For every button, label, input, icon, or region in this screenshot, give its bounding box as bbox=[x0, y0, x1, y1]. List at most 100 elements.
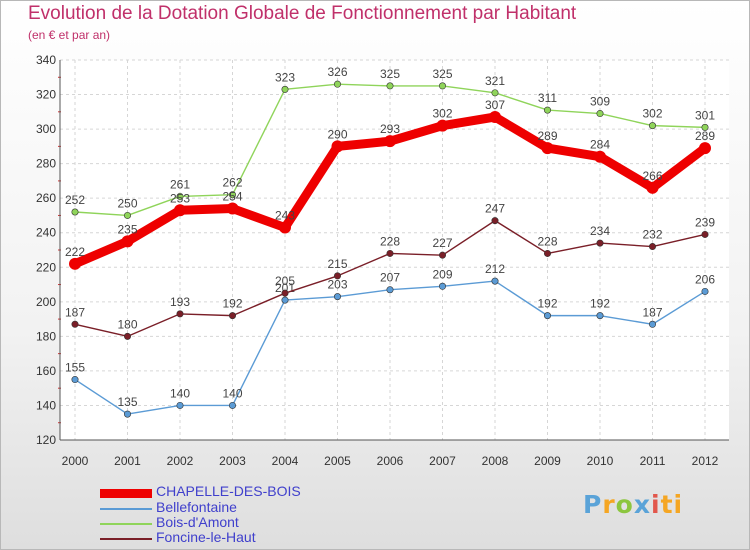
data-point bbox=[386, 82, 394, 90]
data-label: 247 bbox=[485, 202, 505, 216]
data-label: 290 bbox=[327, 127, 347, 141]
data-label: 323 bbox=[275, 70, 295, 84]
x-tick-label: 2004 bbox=[272, 454, 299, 468]
y-tick-label: 160 bbox=[36, 364, 56, 378]
x-tick-label: 2006 bbox=[377, 454, 404, 468]
x-tick-label: 2002 bbox=[167, 454, 194, 468]
data-point bbox=[648, 122, 656, 130]
data-point bbox=[281, 289, 289, 297]
x-tick-label: 2000 bbox=[62, 454, 89, 468]
legend-label: Bois-d'Amont bbox=[156, 514, 239, 530]
data-point bbox=[229, 191, 237, 199]
y-tick-label: 180 bbox=[36, 329, 56, 343]
data-label: 325 bbox=[432, 67, 452, 81]
chart-subtitle: (en € et par an) bbox=[28, 28, 111, 42]
data-label: 187 bbox=[642, 305, 662, 319]
data-point bbox=[543, 106, 551, 114]
data-point bbox=[701, 287, 709, 295]
y-tick-label: 340 bbox=[36, 53, 56, 67]
data-label: 261 bbox=[170, 177, 190, 191]
data-point bbox=[386, 249, 394, 257]
data-label: 243 bbox=[275, 209, 295, 223]
data-label: 262 bbox=[222, 176, 242, 190]
data-point bbox=[596, 312, 604, 320]
data-point bbox=[489, 111, 501, 123]
data-label: 215 bbox=[327, 257, 347, 271]
data-point bbox=[648, 243, 656, 251]
data-point bbox=[71, 208, 79, 216]
x-tick-label: 2003 bbox=[219, 454, 246, 468]
data-point bbox=[701, 123, 709, 131]
chart-title: Evolution de la Dotation Globale de Fonc… bbox=[28, 3, 577, 24]
x-tick-label: 2001 bbox=[114, 454, 141, 468]
legend-swatch bbox=[100, 523, 152, 525]
data-label: 266 bbox=[642, 169, 662, 183]
data-point bbox=[331, 140, 344, 153]
data-label: 205 bbox=[275, 274, 295, 288]
data-label: 192 bbox=[590, 297, 610, 311]
data-label: 289 bbox=[537, 129, 557, 143]
data-label: 254 bbox=[222, 190, 242, 204]
data-point bbox=[438, 251, 446, 259]
x-tick-label: 2008 bbox=[482, 454, 509, 468]
data-point bbox=[541, 142, 554, 155]
data-point bbox=[596, 239, 604, 247]
data-label: 250 bbox=[117, 196, 137, 210]
data-point bbox=[333, 272, 341, 280]
data-point bbox=[333, 80, 341, 88]
x-tick-label: 2012 bbox=[692, 454, 719, 468]
y-tick-label: 280 bbox=[36, 157, 56, 171]
y-tick-label: 320 bbox=[36, 88, 56, 102]
y-tick-label: 240 bbox=[36, 226, 56, 240]
data-label: 289 bbox=[695, 129, 715, 143]
data-label: 180 bbox=[117, 317, 137, 331]
data-label: 253 bbox=[170, 191, 190, 205]
data-point bbox=[594, 150, 606, 163]
data-label: 140 bbox=[222, 386, 242, 400]
y-tick-label: 200 bbox=[36, 295, 56, 309]
y-tick-label: 300 bbox=[36, 122, 56, 136]
data-label: 235 bbox=[117, 222, 137, 236]
data-label: 284 bbox=[590, 138, 610, 152]
data-point bbox=[436, 119, 449, 132]
x-tick-label: 2010 bbox=[587, 454, 614, 468]
data-label: 301 bbox=[695, 108, 715, 122]
x-tick-label: 2011 bbox=[640, 454, 666, 468]
data-label: 307 bbox=[485, 98, 505, 112]
y-tick-label: 140 bbox=[36, 398, 56, 412]
data-label: 321 bbox=[485, 74, 505, 88]
data-label: 140 bbox=[170, 386, 190, 400]
data-point bbox=[333, 293, 341, 301]
data-point bbox=[701, 230, 709, 238]
data-label: 155 bbox=[65, 361, 85, 375]
data-point bbox=[386, 286, 394, 294]
data-label: 234 bbox=[590, 224, 610, 238]
data-label: 193 bbox=[170, 295, 190, 309]
data-point bbox=[699, 142, 711, 155]
data-point bbox=[281, 85, 289, 93]
data-label: 209 bbox=[432, 267, 452, 281]
legend-swatch bbox=[100, 508, 152, 510]
data-point bbox=[176, 401, 184, 409]
data-point bbox=[491, 89, 499, 97]
data-point bbox=[648, 320, 656, 328]
data-point bbox=[174, 204, 186, 217]
legend-swatch bbox=[100, 538, 152, 540]
data-point bbox=[124, 211, 132, 219]
x-tick-label: 2005 bbox=[324, 454, 351, 468]
data-point bbox=[281, 296, 289, 304]
data-label: 203 bbox=[327, 278, 347, 292]
data-point bbox=[596, 110, 604, 118]
data-point bbox=[226, 202, 239, 215]
data-point bbox=[438, 282, 446, 290]
data-label: 207 bbox=[380, 271, 400, 285]
legend-label: Bellefontaine bbox=[156, 499, 237, 515]
x-tick-label: 2007 bbox=[429, 454, 456, 468]
data-label: 252 bbox=[65, 193, 85, 207]
x-tick-label: 2009 bbox=[534, 454, 561, 468]
data-point bbox=[229, 401, 237, 409]
data-label: 311 bbox=[538, 91, 557, 105]
data-point bbox=[229, 312, 237, 320]
data-point bbox=[543, 312, 551, 320]
